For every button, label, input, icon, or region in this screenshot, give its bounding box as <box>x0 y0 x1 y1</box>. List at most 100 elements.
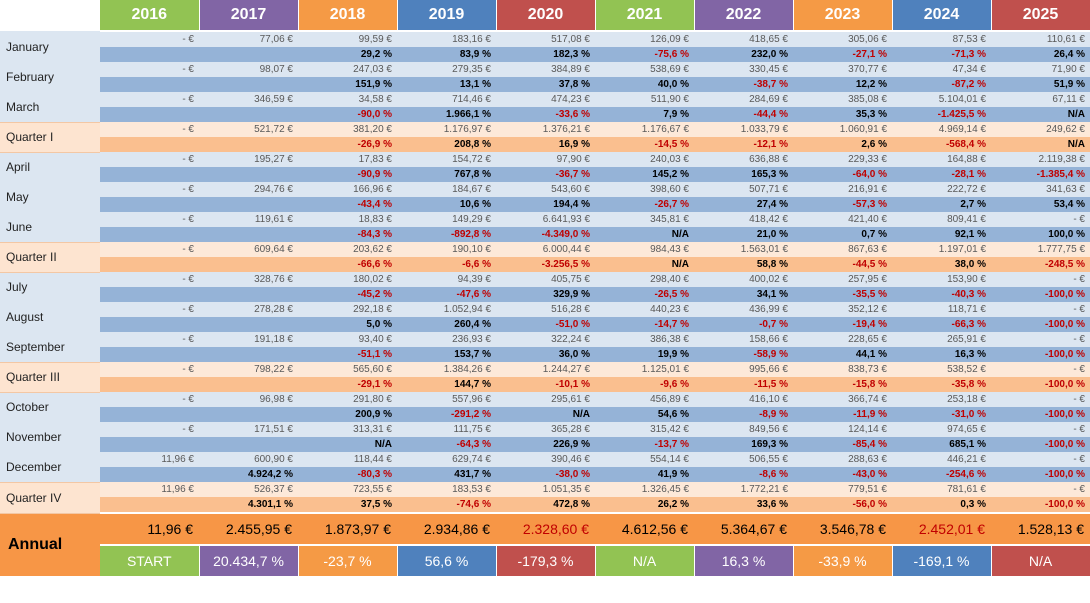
value-cell[interactable]: 385,08 € <box>793 92 892 107</box>
percent-cell[interactable]: 2,7 % <box>892 197 991 212</box>
percent-cell[interactable]: N/A <box>991 137 1090 152</box>
value-cell[interactable]: 322,24 € <box>496 332 595 347</box>
value-cell[interactable]: 849,56 € <box>694 422 793 437</box>
value-cell[interactable]: 421,40 € <box>793 212 892 227</box>
value-cell[interactable]: 436,99 € <box>694 302 793 317</box>
percent-cell[interactable]: -47,6 % <box>397 287 496 302</box>
value-cell[interactable]: 779,51 € <box>793 482 892 497</box>
percent-cell[interactable]: 36,0 % <box>496 347 595 362</box>
percent-cell[interactable] <box>199 287 298 302</box>
percent-cell[interactable]: -14,7 % <box>595 317 694 332</box>
value-cell[interactable]: 554,14 € <box>595 452 694 467</box>
value-cell[interactable]: 284,69 € <box>694 92 793 107</box>
percent-cell[interactable]: -100,0 % <box>991 407 1090 422</box>
annual-percent-cell[interactable]: -179,3 % <box>496 544 596 576</box>
percent-cell[interactable]: 144,7 % <box>397 377 496 392</box>
percent-cell[interactable]: -892,8 % <box>397 227 496 242</box>
percent-cell[interactable] <box>100 257 199 272</box>
year-header-2018[interactable]: 2018 <box>298 0 398 32</box>
value-cell[interactable]: 398,60 € <box>595 182 694 197</box>
percent-cell[interactable]: -64,3 % <box>397 437 496 452</box>
value-cell[interactable]: 77,06 € <box>199 31 298 47</box>
value-cell[interactable]: 87,53 € <box>892 31 991 47</box>
percent-cell[interactable]: -19,4 % <box>793 317 892 332</box>
value-cell[interactable]: 381,20 € <box>298 122 397 137</box>
percent-cell[interactable]: 145,2 % <box>595 167 694 182</box>
value-cell[interactable]: 507,71 € <box>694 182 793 197</box>
year-header-2025[interactable]: 2025 <box>991 0 1090 32</box>
value-cell[interactable]: 474,23 € <box>496 92 595 107</box>
percent-cell[interactable]: 10,6 % <box>397 197 496 212</box>
value-cell[interactable]: 93,40 € <box>298 332 397 347</box>
value-cell[interactable]: 288,63 € <box>793 452 892 467</box>
percent-cell[interactable]: 226,9 % <box>496 437 595 452</box>
annual-percent-cell[interactable]: 20.434,7 % <box>199 544 299 576</box>
percent-cell[interactable] <box>100 77 199 92</box>
percent-cell[interactable]: 100,0 % <box>991 227 1090 242</box>
value-cell[interactable]: 1.176,67 € <box>595 122 694 137</box>
value-cell[interactable]: 153,90 € <box>892 272 991 287</box>
percent-cell[interactable]: 40,0 % <box>595 77 694 92</box>
percent-cell[interactable]: -3.256,5 % <box>496 257 595 272</box>
percent-cell[interactable] <box>199 257 298 272</box>
percent-cell[interactable]: 153,7 % <box>397 347 496 362</box>
percent-cell[interactable] <box>100 47 199 62</box>
annual-percent-cell[interactable]: 56,6 % <box>397 544 497 576</box>
percent-cell[interactable]: -14,5 % <box>595 137 694 152</box>
percent-cell[interactable]: 685,1 % <box>892 437 991 452</box>
value-cell[interactable]: - € <box>100 362 199 377</box>
value-cell[interactable]: 867,63 € <box>793 242 892 257</box>
value-cell[interactable]: 216,91 € <box>793 182 892 197</box>
percent-cell[interactable]: -100,0 % <box>991 437 1090 452</box>
value-cell[interactable]: 366,74 € <box>793 392 892 407</box>
value-cell[interactable]: 328,76 € <box>199 272 298 287</box>
percent-cell[interactable] <box>100 467 199 482</box>
percent-cell[interactable]: -29,1 % <box>298 377 397 392</box>
percent-cell[interactable]: -58,9 % <box>694 347 793 362</box>
value-cell[interactable]: - € <box>991 272 1090 287</box>
value-cell[interactable]: - € <box>100 242 199 257</box>
percent-cell[interactable]: 169,3 % <box>694 437 793 452</box>
value-cell[interactable]: 995,66 € <box>694 362 793 377</box>
percent-cell[interactable]: 51,9 % <box>991 77 1090 92</box>
percent-cell[interactable]: -71,3 % <box>892 47 991 62</box>
percent-cell[interactable]: -291,2 % <box>397 407 496 422</box>
value-cell[interactable]: 203,62 € <box>298 242 397 257</box>
percent-cell[interactable]: 208,8 % <box>397 137 496 152</box>
annual-value-cell[interactable]: 2.934,86 € <box>397 512 496 545</box>
value-cell[interactable]: 295,61 € <box>496 392 595 407</box>
value-cell[interactable]: 609,64 € <box>199 242 298 257</box>
value-cell[interactable]: 984,43 € <box>595 242 694 257</box>
value-cell[interactable]: 365,28 € <box>496 422 595 437</box>
percent-cell[interactable]: 21,0 % <box>694 227 793 242</box>
annual-value-cell[interactable]: 11,96 € <box>100 512 199 545</box>
value-cell[interactable]: 111,75 € <box>397 422 496 437</box>
percent-cell[interactable]: -51,0 % <box>496 317 595 332</box>
value-cell[interactable]: 352,12 € <box>793 302 892 317</box>
value-cell[interactable]: 629,74 € <box>397 452 496 467</box>
value-cell[interactable]: 1.563,01 € <box>694 242 793 257</box>
percent-cell[interactable]: 200,9 % <box>298 407 397 422</box>
value-cell[interactable]: 195,27 € <box>199 152 298 167</box>
annual-value-cell[interactable]: 1.528,13 € <box>991 512 1090 545</box>
value-cell[interactable]: 313,31 € <box>298 422 397 437</box>
percent-cell[interactable]: 232,0 % <box>694 47 793 62</box>
percent-cell[interactable]: 13,1 % <box>397 77 496 92</box>
annual-percent-cell[interactable]: N/A <box>991 544 1090 576</box>
value-cell[interactable]: 723,55 € <box>298 482 397 497</box>
value-cell[interactable]: 11,96 € <box>100 452 199 467</box>
value-cell[interactable]: 521,72 € <box>199 122 298 137</box>
value-cell[interactable]: 164,88 € <box>892 152 991 167</box>
value-cell[interactable]: 370,77 € <box>793 62 892 77</box>
percent-cell[interactable]: -27,1 % <box>793 47 892 62</box>
value-cell[interactable]: 110,61 € <box>991 31 1090 47</box>
value-cell[interactable]: 386,38 € <box>595 332 694 347</box>
value-cell[interactable]: 291,80 € <box>298 392 397 407</box>
percent-cell[interactable]: -57,3 % <box>793 197 892 212</box>
value-cell[interactable]: 229,33 € <box>793 152 892 167</box>
year-header-2024[interactable]: 2024 <box>892 0 992 32</box>
value-cell[interactable]: 636,88 € <box>694 152 793 167</box>
value-cell[interactable]: 154,72 € <box>397 152 496 167</box>
percent-cell[interactable]: -248,5 % <box>991 257 1090 272</box>
annual-value-cell[interactable]: 2.328,60 € <box>496 512 595 545</box>
